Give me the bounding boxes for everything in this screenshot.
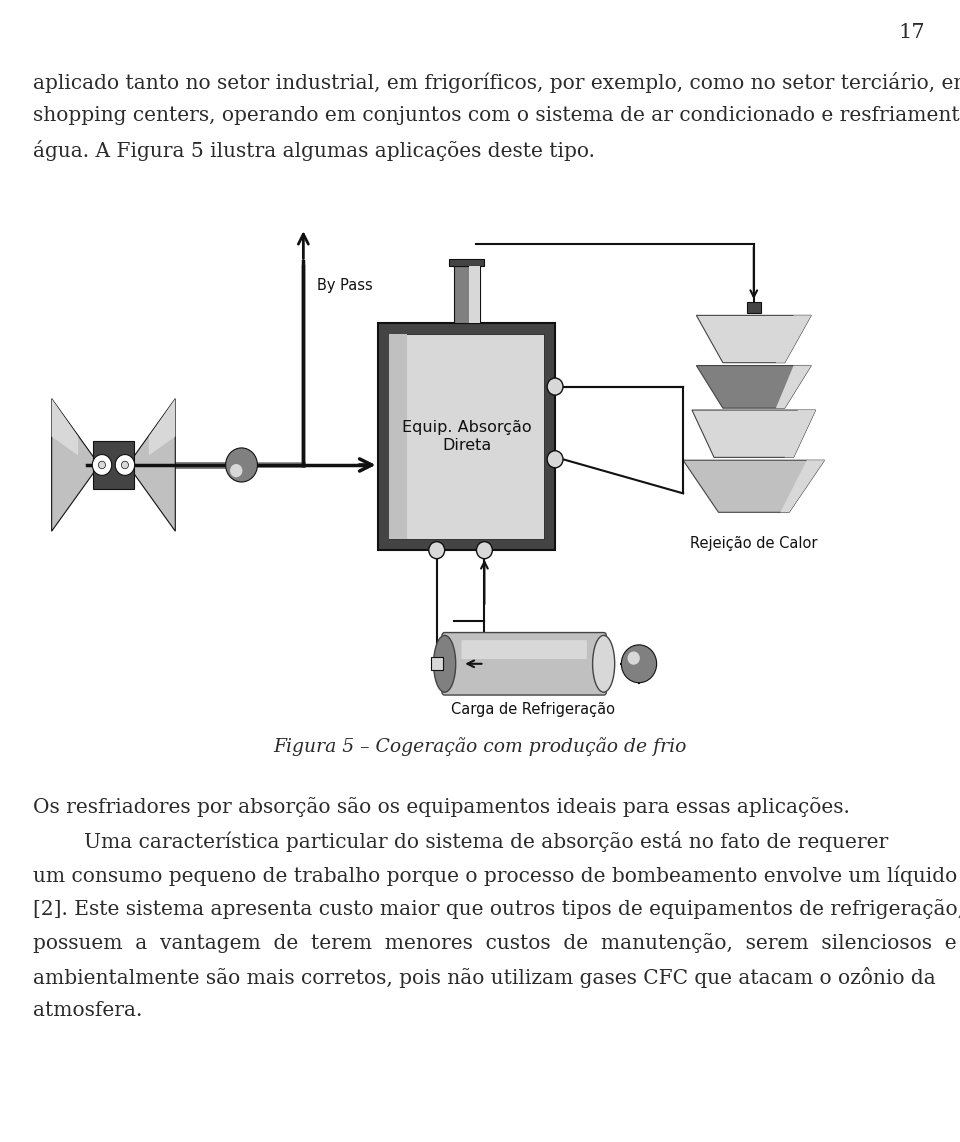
Polygon shape [696, 365, 811, 408]
FancyBboxPatch shape [747, 303, 761, 313]
Circle shape [621, 645, 657, 683]
Text: Os resfriadores por absorção são os equipamentos ideais para essas aplicações.: Os resfriadores por absorção são os equi… [33, 797, 850, 817]
Text: Carga de Refrigeração: Carga de Refrigeração [451, 701, 615, 717]
Polygon shape [696, 315, 811, 363]
FancyBboxPatch shape [453, 266, 480, 323]
FancyBboxPatch shape [430, 657, 443, 670]
Polygon shape [776, 315, 811, 363]
Ellipse shape [434, 635, 456, 692]
Polygon shape [692, 410, 816, 458]
Text: um consumo pequeno de trabalho porque o processo de bombeamento envolve um líqui: um consumo pequeno de trabalho porque o … [33, 864, 957, 885]
FancyBboxPatch shape [449, 258, 485, 266]
Circle shape [99, 461, 106, 468]
Circle shape [230, 464, 243, 477]
Polygon shape [52, 399, 78, 456]
Text: Rejeição de Calor: Rejeição de Calor [690, 536, 818, 550]
Text: Figura 5 – Cogeração com produção de frio: Figura 5 – Cogeração com produção de fri… [274, 737, 686, 756]
Polygon shape [52, 399, 96, 531]
Text: By Pass: By Pass [317, 278, 372, 292]
Text: atmosfera.: atmosfera. [33, 1002, 142, 1020]
FancyBboxPatch shape [389, 335, 544, 539]
Text: possuem  a  vantagem  de  terem  menores  custos  de  manutenção,  serem  silenc: possuem a vantagem de terem menores cust… [33, 933, 956, 954]
Text: Uma característica particular do sistema de absorção está no fato de requerer: Uma característica particular do sistema… [33, 831, 888, 852]
Polygon shape [149, 399, 176, 456]
Text: shopping centers, operando em conjuntos com o sistema de ar condicionado e resfr: shopping centers, operando em conjuntos … [33, 106, 960, 124]
Polygon shape [132, 399, 176, 531]
Text: 17: 17 [899, 23, 925, 41]
Circle shape [547, 378, 563, 395]
Polygon shape [780, 460, 825, 513]
Circle shape [92, 455, 111, 475]
Circle shape [226, 448, 257, 482]
Text: ambientalmente são mais corretos, pois não utilizam gases CFC que atacam o ozôni: ambientalmente são mais corretos, pois n… [33, 967, 936, 988]
Polygon shape [684, 460, 825, 513]
Circle shape [628, 651, 640, 665]
Text: Equip. Absorção
Direta: Equip. Absorção Direta [402, 420, 532, 452]
FancyBboxPatch shape [93, 441, 133, 489]
Circle shape [547, 451, 563, 468]
Circle shape [476, 541, 492, 558]
FancyBboxPatch shape [442, 633, 607, 695]
FancyBboxPatch shape [469, 266, 480, 323]
Circle shape [121, 461, 129, 468]
Ellipse shape [592, 635, 614, 692]
Circle shape [429, 541, 444, 558]
Text: [2]. Este sistema apresenta custo maior que outros tipos de equipamentos de refr: [2]. Este sistema apresenta custo maior … [33, 899, 960, 919]
Text: água. A Figura 5 ilustra algumas aplicações deste tipo.: água. A Figura 5 ilustra algumas aplicaç… [33, 140, 595, 161]
FancyBboxPatch shape [378, 323, 555, 550]
Polygon shape [784, 410, 816, 458]
FancyBboxPatch shape [389, 335, 407, 539]
Text: aplicado tanto no setor industrial, em frigoríficos, por exemplo, como no setor : aplicado tanto no setor industrial, em f… [33, 72, 960, 93]
Polygon shape [776, 365, 811, 408]
FancyBboxPatch shape [462, 641, 587, 659]
Circle shape [115, 455, 134, 475]
